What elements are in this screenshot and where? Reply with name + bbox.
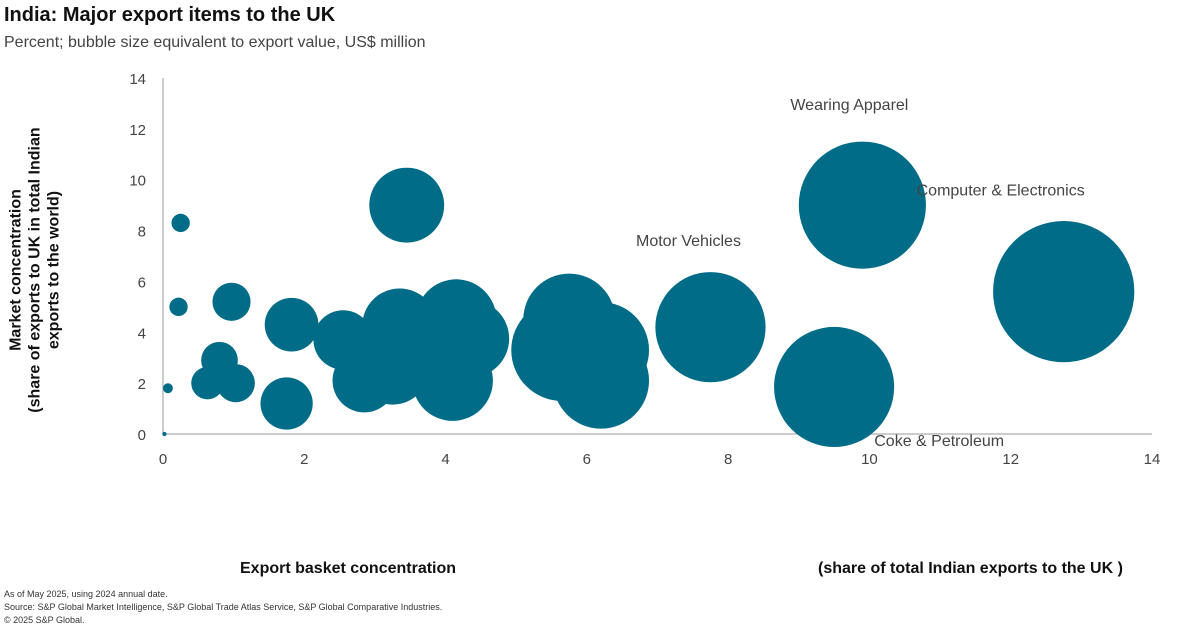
y-tick-label: 6 (138, 274, 146, 291)
x-tick-label: 0 (159, 451, 167, 468)
bubble (264, 297, 319, 352)
x-tick-label: 14 (1144, 451, 1161, 468)
chart-footer: As of May 2025, using 2024 annual date. … (4, 588, 442, 627)
bubble (993, 220, 1135, 363)
y-axis-label-line-2: (share of exports to UK in total Indian (26, 127, 44, 413)
bubble (191, 366, 224, 400)
bubble (171, 213, 190, 233)
chart-title: India: Major export items to the UK (4, 4, 336, 26)
y-tick-label: 0 (138, 427, 146, 444)
bubble (431, 299, 510, 378)
bubble-label: Coke & Petroleum (874, 433, 1004, 450)
y-tick-label: 14 (129, 71, 146, 88)
y-tick-label: 4 (138, 325, 146, 342)
x-tick-label: 6 (583, 451, 591, 468)
bubble (216, 364, 255, 403)
x-tick-label: 2 (300, 451, 308, 468)
bubble (552, 332, 650, 429)
x-axis-label-note: (share of total Indian exports to the UK… (818, 560, 1123, 577)
x-axis-label: Export basket concentration (240, 560, 457, 577)
y-tick-label: 2 (138, 376, 146, 393)
bubble-label: Computer & Electronics (917, 183, 1085, 200)
bubble (260, 377, 313, 430)
bubble-label: Wearing Apparel (790, 97, 908, 114)
x-tick-label: 12 (1002, 451, 1019, 468)
bubble (169, 297, 188, 317)
x-tick-label: 10 (861, 451, 878, 468)
x-tick-label: 4 (441, 451, 449, 468)
x-tick-label: 8 (724, 451, 732, 468)
footer-source: Source: S&P Global Market Intelligence, … (4, 602, 443, 612)
y-tick-label: 10 (129, 173, 146, 190)
footer-note: As of May 2025, using 2024 annual date. (4, 589, 168, 599)
y-tick-label: 12 (129, 122, 146, 139)
chart-subtitle: Percent; bubble size equivalent to expor… (4, 34, 426, 51)
bubble-label: Motor Vehicles (636, 233, 741, 250)
footer-copyright: © 2025 S&P Global. (4, 615, 85, 625)
bubble (163, 383, 173, 394)
y-axis-label: Market concentration (share of exports t… (7, 80, 64, 460)
bubble (369, 167, 445, 243)
y-tick-label: 8 (138, 224, 146, 241)
y-axis-label-line-1: Market concentration (7, 189, 25, 351)
bubble (655, 272, 766, 383)
bubble (798, 141, 926, 269)
y-axis-label-line-3: exports to the world) (45, 190, 63, 350)
bubble (162, 431, 167, 437)
bubble (212, 282, 251, 321)
bubble (774, 326, 895, 448)
